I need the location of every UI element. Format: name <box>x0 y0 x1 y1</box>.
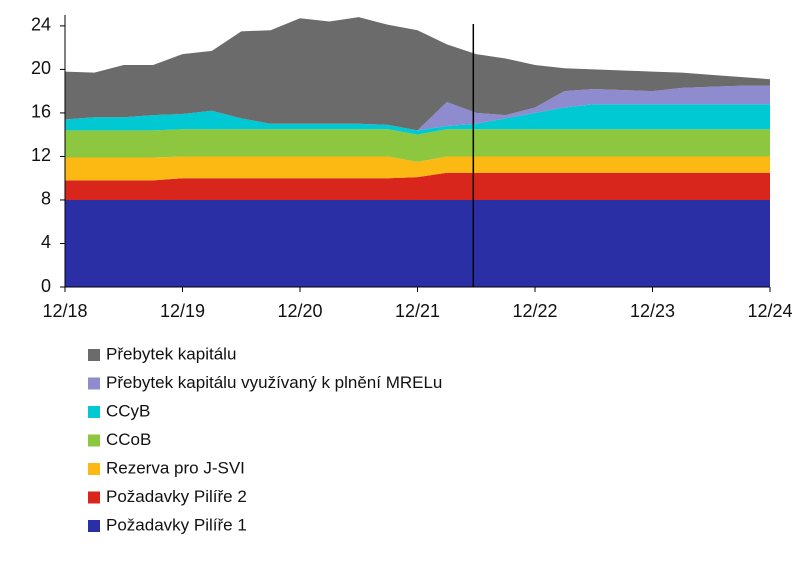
x-tick-label: 12/22 <box>512 301 557 321</box>
x-tick-label: 12/23 <box>630 301 675 321</box>
legend-swatch <box>88 520 100 532</box>
legend-label: Rezerva pro J-SVI <box>106 458 245 477</box>
y-tick-label: 8 <box>41 189 51 209</box>
y-tick-label: 0 <box>41 276 51 296</box>
legend-label: CCyB <box>106 401 150 420</box>
area <box>65 85 770 131</box>
area <box>65 156 770 181</box>
legend-swatch <box>88 463 100 475</box>
area <box>65 129 770 162</box>
legend-swatch <box>88 349 100 361</box>
legend-label: Přebytek kapitálu <box>106 344 236 363</box>
x-tick-label: 12/24 <box>747 301 792 321</box>
legend-swatch <box>88 406 100 418</box>
x-tick-label: 12/19 <box>160 301 205 321</box>
y-tick-label: 20 <box>31 58 51 78</box>
area <box>65 104 770 135</box>
legend-swatch <box>88 491 100 504</box>
area <box>65 17 770 131</box>
area <box>65 172 770 200</box>
y-tick-label: 16 <box>31 102 51 122</box>
y-tick-label: 24 <box>31 15 51 35</box>
legend-label: Požadavky Pilíře 2 <box>106 487 247 506</box>
x-tick-label: 12/20 <box>277 301 322 321</box>
y-tick-label: 12 <box>31 145 51 165</box>
x-tick-label: 12/21 <box>395 301 440 321</box>
legend-label: Přebytek kapitálu využívaný k plnění MRE… <box>106 373 442 392</box>
legend-label: CCoB <box>106 430 151 449</box>
legend-swatch <box>88 434 100 447</box>
legend-swatch <box>88 377 100 390</box>
legend-label: Požadavky Pilíře 1 <box>106 515 247 534</box>
y-tick-label: 4 <box>41 232 51 252</box>
x-tick-label: 12/18 <box>42 301 87 321</box>
area <box>65 199 770 287</box>
